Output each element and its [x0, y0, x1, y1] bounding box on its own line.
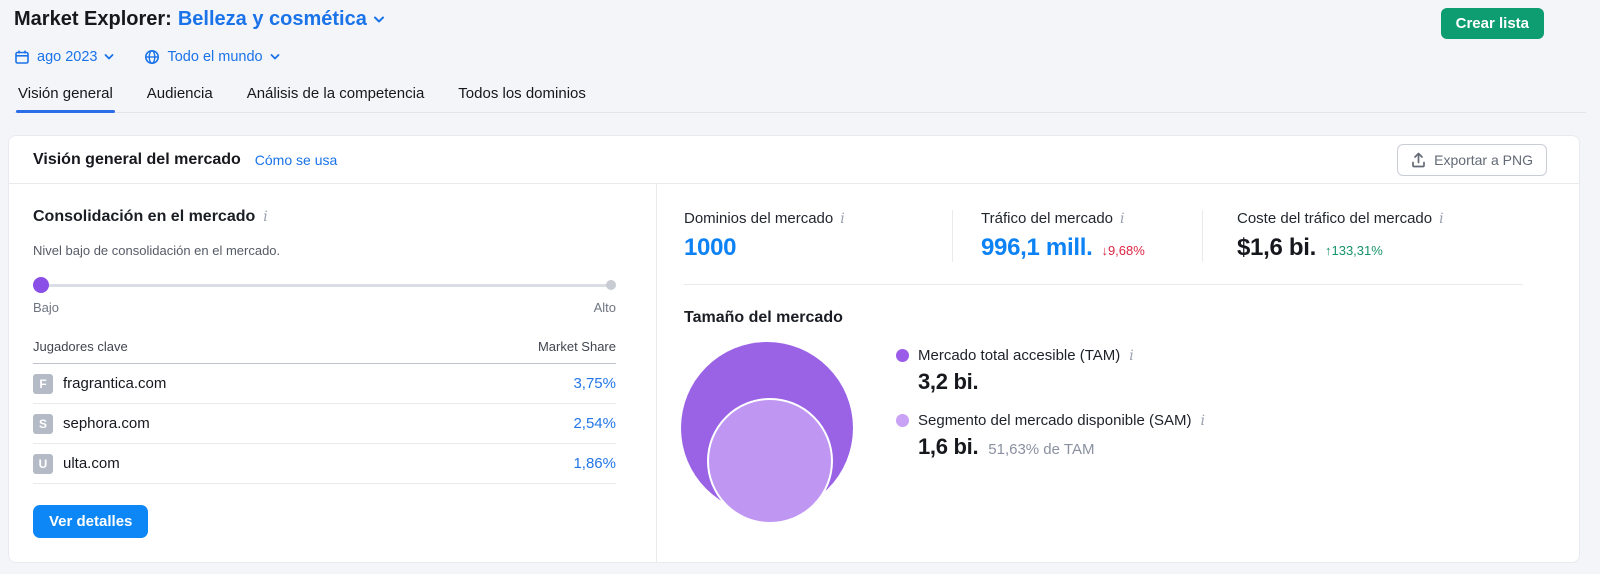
col-header-market-share: Market Share [537, 339, 616, 354]
stat-value: 1000 [684, 234, 737, 261]
market-stats-section: Dominios del mercado i 1000 Tráfico del … [657, 184, 1579, 562]
info-icon[interactable]: i [1129, 347, 1134, 364]
card-title: Visión general del mercado [33, 150, 241, 168]
filters-row: ago 2023 Todo el mundo [14, 49, 1586, 65]
stat-label: Tráfico del mercado [981, 210, 1113, 227]
info-icon[interactable]: i [1120, 210, 1125, 227]
date-filter-label: ago 2023 [37, 49, 98, 65]
market-selector[interactable]: Belleza y cosmética [177, 8, 367, 30]
domain-favicon: U [33, 453, 53, 474]
stat-label: Coste del tráfico del mercado [1237, 210, 1433, 227]
stat-market-domains: Dominios del mercado i 1000 [684, 210, 952, 262]
chevron-down-icon [104, 53, 114, 61]
trend-up-badge: ↑133,31% [1324, 243, 1383, 258]
stat-label: Dominios del mercado [684, 210, 834, 227]
consolidation-slider [33, 277, 616, 293]
top-bar: Market Explorer: Belleza y cosmética Cre… [0, 0, 1600, 113]
market-size-legend: Mercado total accesible (TAM) i 3,2 bi. … [896, 342, 1205, 518]
slider-track [37, 283, 612, 287]
region-filter-label: Todo el mundo [167, 49, 263, 65]
tam-dot-icon [896, 349, 909, 362]
sam-label: Segmento del mercado disponible (SAM) [918, 412, 1192, 429]
stat-value: 996,1 mill. [981, 234, 1093, 261]
tab-analisis-competencia[interactable]: Análisis de la competencia [246, 85, 425, 102]
create-list-button[interactable]: Crear lista [1440, 8, 1544, 39]
legend-item-tam: Mercado total accesible (TAM) i 3,2 bi. [896, 347, 1205, 395]
card-header: Visión general del mercado Cómo se usa E… [9, 136, 1579, 184]
consolidation-description: Nivel bajo de consolidación en el mercad… [33, 243, 281, 258]
info-icon[interactable]: i [1200, 412, 1205, 429]
info-icon[interactable]: i [1439, 210, 1444, 227]
sam-circle[interactable] [707, 398, 833, 524]
stat-market-traffic-cost: Coste del tráfico del mercado i $1,6 bi.… [1202, 210, 1523, 262]
market-size-bubble-chart [681, 342, 853, 524]
sam-dot-icon [896, 414, 909, 427]
info-icon[interactable]: i [263, 209, 268, 225]
globe-icon [144, 49, 160, 65]
table-row[interactable]: U ulta.com 1,86% [33, 444, 616, 484]
market-size-section: Tamaño del mercado Mercado total accesib… [681, 309, 1523, 524]
how-to-use-link[interactable]: Cómo se usa [254, 151, 338, 168]
sam-share-of-tam: 51,63% de TAM [988, 441, 1095, 458]
consolidation-title: Consolidación en el mercado [33, 208, 256, 225]
export-icon [1411, 152, 1426, 168]
chevron-down-icon[interactable] [373, 15, 385, 24]
key-players-table: Jugadores clave Market Share F fragranti… [33, 339, 616, 484]
tab-audiencia[interactable]: Audiencia [146, 85, 213, 102]
domain-name: ulta.com [63, 455, 120, 472]
slider-low-label: Bajo [33, 300, 60, 315]
tab-vision-general[interactable]: Visión general [16, 79, 115, 113]
legend-item-sam: Segmento del mercado disponible (SAM) i … [896, 412, 1205, 460]
export-button-label: Exportar a PNG [1434, 151, 1533, 168]
market-share-value[interactable]: 3,75% [573, 375, 616, 392]
consolidation-section: Consolidación en el mercado i Nivel bajo… [9, 184, 657, 562]
domain-name: sephora.com [63, 415, 150, 432]
chevron-down-icon [270, 53, 280, 61]
date-filter[interactable]: ago 2023 [14, 49, 114, 65]
table-row[interactable]: S sephora.com 2,54% [33, 404, 616, 444]
stat-value: $1,6 bi. [1237, 234, 1316, 261]
slider-high-label: Alto [593, 300, 616, 315]
page-title: Market Explorer: Belleza y cosmética [14, 8, 385, 31]
tam-value: 3,2 bi. [918, 369, 979, 394]
domain-favicon: S [33, 413, 53, 434]
table-row[interactable]: F fragrantica.com 3,75% [33, 364, 616, 404]
trend-down-badge: ↓9,68% [1101, 243, 1145, 258]
calendar-icon [14, 49, 30, 65]
info-icon[interactable]: i [840, 210, 845, 227]
market-size-title: Tamaño del mercado [684, 309, 843, 326]
slider-handle[interactable] [33, 277, 49, 293]
domain-name: fragrantica.com [63, 375, 167, 392]
report-name: Market Explorer: [14, 8, 172, 30]
domain-favicon: F [33, 373, 53, 394]
slider-end-dot [606, 280, 616, 290]
market-share-value[interactable]: 1,86% [573, 455, 616, 472]
export-png-button[interactable]: Exportar a PNG [1397, 143, 1547, 176]
stat-market-traffic: Tráfico del mercado i 996,1 mill. ↓9,68% [952, 210, 1202, 262]
region-filter[interactable]: Todo el mundo [144, 49, 280, 65]
tam-label: Mercado total accesible (TAM) [918, 347, 1121, 364]
market-share-value[interactable]: 2,54% [573, 415, 616, 432]
col-header-players: Jugadores clave [33, 339, 128, 354]
market-overview-card: Visión general del mercado Cómo se usa E… [8, 135, 1580, 563]
tab-todos-dominios[interactable]: Todos los dominios [458, 85, 586, 102]
tab-bar: Visión general Audiencia Análisis de la … [14, 79, 1586, 113]
sam-value: 1,6 bi. [918, 434, 979, 459]
view-details-button[interactable]: Ver detalles [33, 505, 149, 538]
